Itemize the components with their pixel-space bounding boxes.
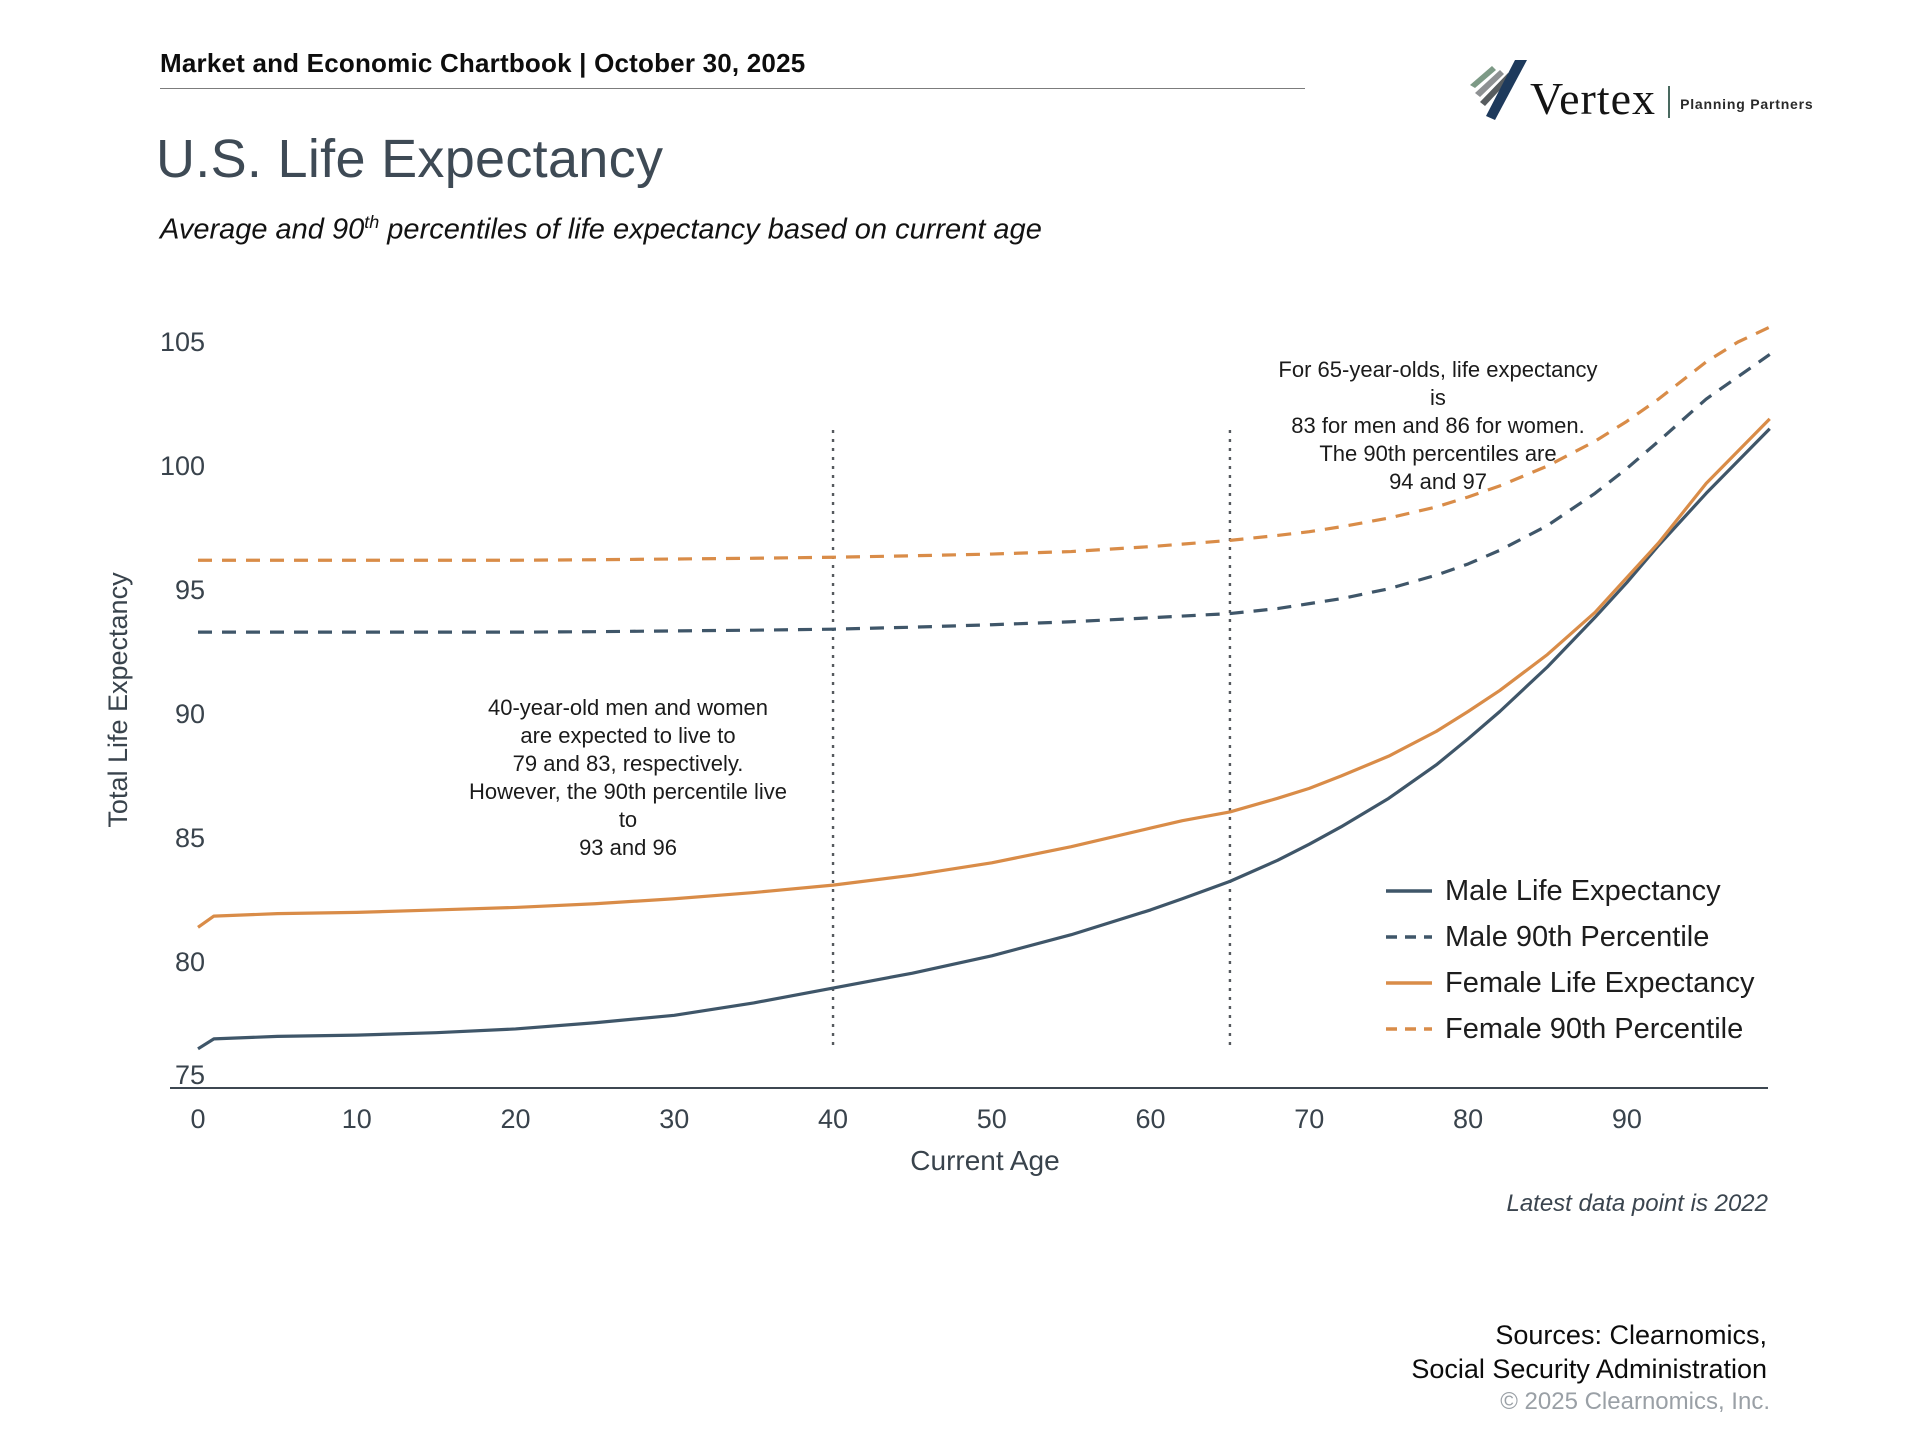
legend-dashed-line-icon [1386,1027,1432,1031]
x-tick-label: 70 [1294,1104,1324,1134]
copyright-note: © 2025 Clearnomics, Inc. [1500,1388,1770,1415]
x-tick-label: 20 [500,1104,530,1134]
series-female-life-expectancy [197,417,1771,929]
y-axis-title: Total Life Expectancy [103,572,133,828]
chart-legend: Male Life Expectancy Male 90th Percentile… [1386,868,1754,1052]
x-tick-label: 60 [1136,1104,1166,1134]
series-male-90th-percentile [198,353,1771,634]
report-header: Market and Economic Chartbook | October … [160,48,806,78]
series-male-life-expectancy [197,427,1771,1051]
chart-footnote: Latest data point is 2022 [1506,1190,1768,1217]
x-tick-label: 80 [1453,1104,1483,1134]
vertex-logo: Vertex Planning Partners [1468,56,1813,122]
legend-item: Male 90th Percentile [1386,914,1754,960]
y-tick-label: 95 [175,575,205,605]
y-tick-label: 100 [160,451,205,481]
x-tick-label: 10 [342,1104,372,1134]
legend-dashed-line-icon [1386,935,1432,939]
legend-item: Female 90th Percentile [1386,1006,1754,1052]
x-tick-label: 0 [190,1104,205,1134]
logo-divider [1668,86,1671,118]
subtitle-suffix: percentiles of life expectancy based on … [379,213,1042,246]
x-tick-label: 90 [1612,1104,1642,1134]
annotation-age-65: For 65-year-olds, life expectancy is 83 … [1278,357,1598,494]
legend-solid-line-icon [1386,889,1432,893]
y-tick-label: 80 [175,947,205,977]
sources-note: Sources: Clearnomics, Social Security Ad… [1411,1320,1767,1384]
legend-item: Female Life Expectancy [1386,960,1754,1006]
legend-item: Male Life Expectancy [1386,868,1754,914]
legend-solid-line-icon [1386,981,1432,985]
vertex-logo-icon [1470,60,1527,120]
page-title: U.S. Life Expectancy [156,129,664,189]
legend-label: Female 90th Percentile [1445,1012,1744,1045]
annotation-age-40: 40-year-old men and women are expected t… [469,695,787,860]
y-tick-label: 105 [160,327,205,357]
legend-label: Male Life Expectancy [1445,874,1721,907]
series-female-90th-percentile [198,325,1771,562]
x-axis-title: Current Age [910,1145,1059,1176]
header-divider [160,88,1305,89]
y-tick-label: 90 [175,699,205,729]
logo-tagline: Planning Partners [1680,96,1814,112]
x-tick-label: 40 [818,1104,848,1134]
y-tick-label: 75 [175,1060,205,1090]
legend-label: Female Life Expectancy [1445,966,1755,999]
x-tick-label: 50 [977,1104,1007,1134]
subtitle-superscript: th [364,212,380,232]
legend-label: Male 90th Percentile [1445,920,1710,953]
subtitle-prefix: Average and 90 [160,213,365,246]
x-tick-label: 30 [659,1104,689,1134]
page-subtitle: Average and 90th percentiles of life exp… [160,212,1042,247]
logo-wordmark: Vertex [1530,73,1657,124]
y-tick-label: 85 [175,823,205,853]
